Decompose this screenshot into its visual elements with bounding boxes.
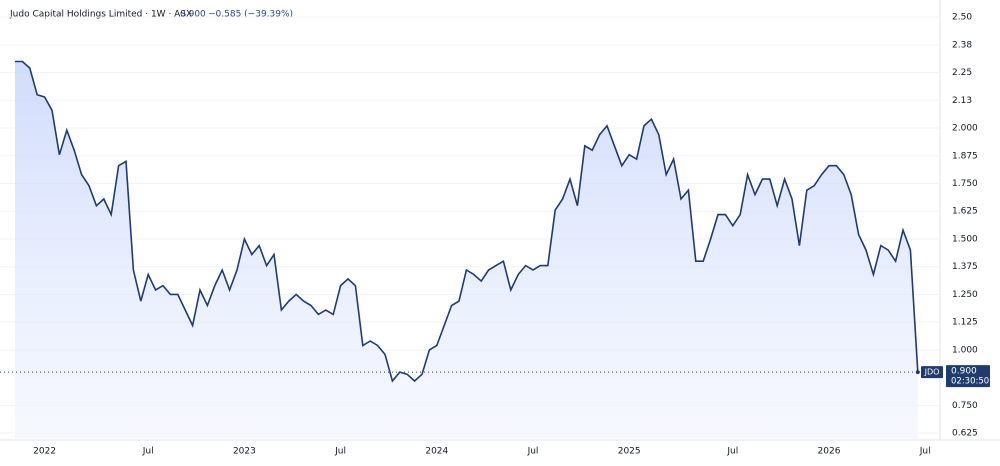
last-price: 0.900 xyxy=(180,10,206,20)
symbol-label: JDO xyxy=(924,368,940,377)
x-tick-label: Jul xyxy=(726,447,738,457)
price-change: −0.585 (−39.39%) xyxy=(208,10,293,20)
y-tick-label: 2.000 xyxy=(952,124,978,134)
y-tick-label: 0.750 xyxy=(952,401,978,411)
y-tick-label: 1.250 xyxy=(952,290,978,300)
x-tick-label: 2023 xyxy=(233,447,256,457)
x-tick-label: 2022 xyxy=(33,447,56,457)
area-fill xyxy=(15,61,918,440)
y-tick-label: 2.13 xyxy=(952,96,972,106)
y-tick-label: 1.750 xyxy=(952,179,978,189)
x-tick-label: 2026 xyxy=(818,447,841,457)
x-tick-label: Jul xyxy=(334,447,346,457)
y-tick-label: 2.50 xyxy=(952,13,972,23)
y-tick-label: 1.875 xyxy=(952,151,978,161)
y-tick-label: 1.000 xyxy=(952,345,978,355)
y-tick-label: 0.625 xyxy=(952,429,978,439)
x-tick-label: 2024 xyxy=(425,447,448,457)
y-tick-label: 2.25 xyxy=(952,68,972,78)
y-tick-label: 1.500 xyxy=(952,234,978,244)
x-tick-label: Jul xyxy=(142,447,154,457)
price-tag-time: 02:30:50 xyxy=(951,377,989,387)
y-tick-label: 1.625 xyxy=(952,207,978,217)
x-tick-label: Jul xyxy=(919,447,931,457)
y-tick-label: 1.375 xyxy=(952,262,978,272)
x-tick-label: Jul xyxy=(527,447,539,457)
last-point xyxy=(915,370,920,375)
y-tick-label: 1.125 xyxy=(952,318,978,328)
price-line xyxy=(15,60,919,383)
price-tag xyxy=(946,365,990,388)
price-tag-value: 0.900 xyxy=(951,367,977,377)
chart-title: Judo Capital Holdings Limited · 1W · ASX xyxy=(9,10,192,20)
y-tick-label: 2.38 xyxy=(952,40,972,50)
x-tick-label: 2025 xyxy=(618,447,641,457)
symbol-tag xyxy=(921,366,943,379)
